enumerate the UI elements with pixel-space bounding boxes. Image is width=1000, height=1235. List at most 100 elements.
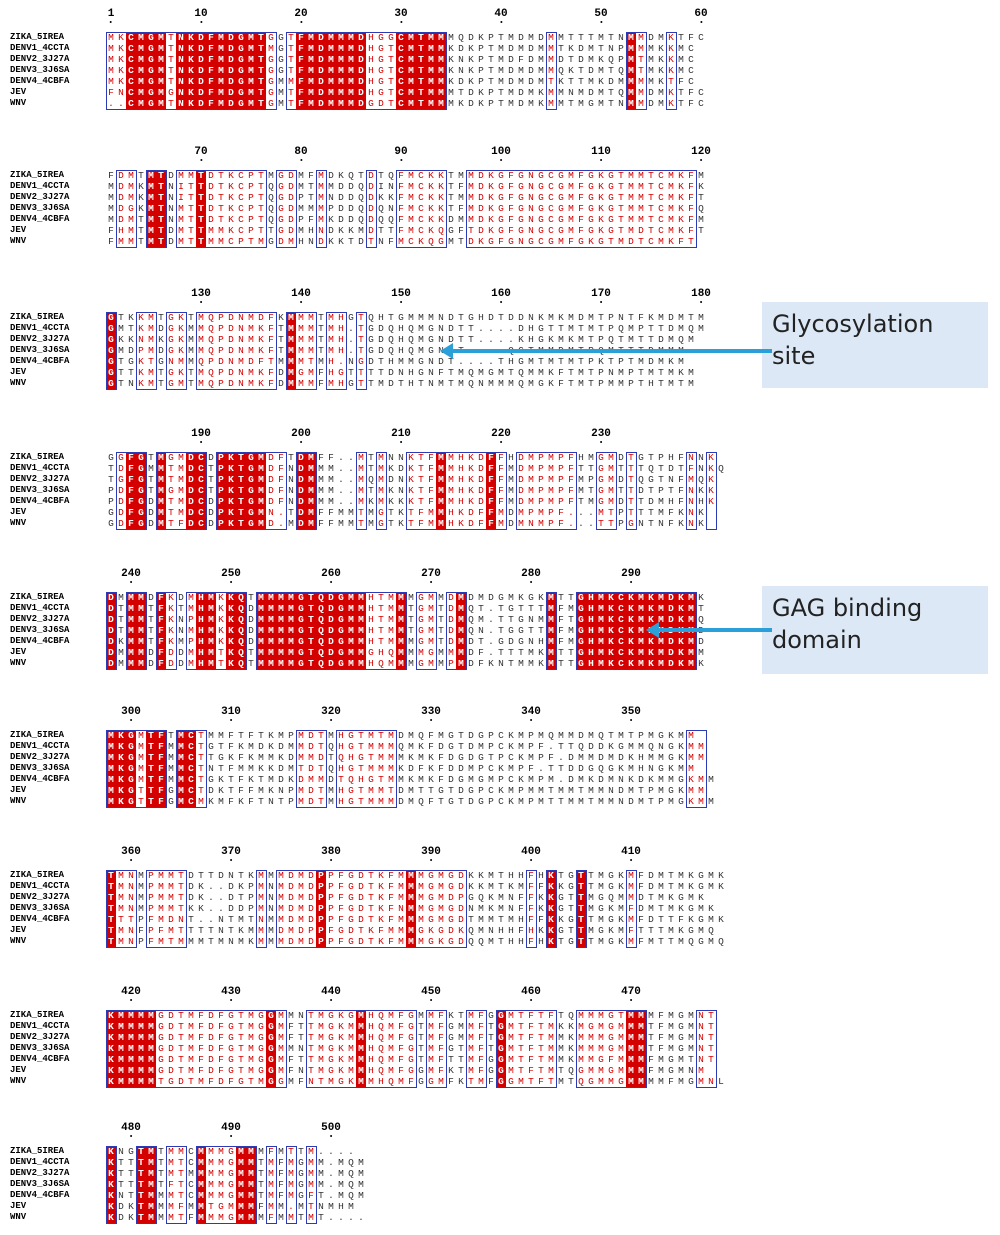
residue-cell: M — [518, 881, 524, 892]
residue-cell: H — [538, 936, 544, 947]
residue-cell: M — [638, 181, 644, 192]
residue-cell: M — [338, 1157, 344, 1168]
residue-cell: G — [608, 881, 614, 892]
residue-cell: F — [238, 774, 244, 785]
residue-cell: G — [608, 192, 614, 203]
residue-cell: F — [558, 614, 564, 625]
residue-cell: M — [106, 763, 116, 774]
residue-cell: Q — [418, 796, 424, 807]
residue-cell: T — [648, 452, 654, 463]
residue-cell: M — [286, 378, 296, 389]
residue-cell: K — [106, 1054, 116, 1065]
residue-cell: M — [358, 485, 364, 496]
residue-cell: D — [298, 774, 304, 785]
residue-cell: K — [226, 496, 236, 507]
sequence-row: DENV1_4CCTA G M T K M D G K M M Q P D N M K F T M M M T M H. T G D Q… — [10, 323, 990, 334]
residue-cell: M — [436, 54, 446, 65]
residue-cell: M — [308, 1168, 314, 1179]
residue-cell: T — [448, 785, 454, 796]
residue-cell: M — [688, 741, 694, 752]
residue-cell: F — [296, 54, 306, 65]
residue-cell: G — [368, 323, 374, 334]
residue-cell: P — [528, 507, 534, 518]
residue-cell: T — [128, 1190, 134, 1201]
residue-cell: T — [288, 87, 294, 98]
residue-cell: K — [226, 485, 236, 496]
residue-cell: T — [118, 603, 124, 614]
residue-cell: M — [588, 1043, 594, 1054]
residue-cell: G — [246, 485, 256, 496]
residue-cell: T — [106, 903, 116, 914]
residue-cell: P — [618, 54, 624, 65]
residue-cell: M — [468, 763, 474, 774]
residue-cell: K — [698, 181, 704, 192]
residue-cell: M — [156, 485, 166, 496]
residue-cell: T — [146, 774, 156, 785]
sequence-row: JEV G T T K M T G K T M Q P D N M K F D M G M F H G T T T T D N H G N F T M Q… — [10, 367, 990, 378]
residue-cell: M — [608, 463, 614, 474]
residue-cell: T — [218, 214, 224, 225]
residue-cell: F — [156, 603, 166, 614]
residue-cell: M — [328, 785, 334, 796]
residue-cell: C — [616, 647, 626, 658]
residue-cell: T — [308, 1054, 314, 1065]
residue-cell: P — [316, 925, 326, 936]
residue-cell: G — [158, 356, 164, 367]
residue-cell: K — [228, 203, 234, 214]
residue-cell: D — [308, 796, 314, 807]
residue-cell: K — [178, 323, 184, 334]
residue-cell: G — [136, 485, 146, 496]
residue-cell: K — [378, 881, 384, 892]
residue-cell: F — [318, 378, 324, 389]
residue-cell: T — [228, 925, 234, 936]
residue-cell: G — [698, 914, 704, 925]
residue-cell: K — [698, 518, 704, 529]
residue-cell: M — [538, 796, 544, 807]
residue-cell: T — [468, 1076, 474, 1087]
residue-cell: G — [588, 192, 594, 203]
residue-cell: K — [658, 76, 664, 87]
residue-cell: M — [558, 1032, 564, 1043]
residue-cell: M — [388, 925, 394, 936]
residue-cell: M — [268, 43, 274, 54]
residue-cell: G — [228, 1054, 234, 1065]
residue-cell: C — [498, 730, 504, 741]
residue-cell: Q — [358, 203, 364, 214]
residue-cell: M — [188, 658, 194, 669]
sequence-row: DENV3_3J6SA K M M M M G D T M F D F G T M G G M M N T M G K M M H Q M… — [10, 1043, 990, 1054]
residue-cell: M — [266, 603, 276, 614]
residue-cell: M — [678, 881, 684, 892]
residue-cell: M — [268, 914, 274, 925]
residue-cell: M — [146, 181, 156, 192]
residue-cell: M — [588, 1010, 594, 1021]
residue-cell: M — [668, 225, 674, 236]
residue-cell: D — [106, 647, 116, 658]
residue-cell: T — [188, 914, 194, 925]
residue-cell: K — [128, 1201, 134, 1212]
residue-cell: M — [528, 785, 534, 796]
residue-cell: M — [618, 903, 624, 914]
residue-cell: K — [428, 763, 434, 774]
residue-cell: M — [398, 870, 404, 881]
residue-cell: Q — [368, 474, 374, 485]
residue-cell: M — [438, 914, 444, 925]
residue-cell: P — [138, 914, 144, 925]
position-tick-label: 370 — [221, 846, 241, 861]
residue-cell: T — [368, 936, 374, 947]
residue-cell: G — [588, 225, 594, 236]
residue-cell: M — [246, 43, 256, 54]
residue-cell: F — [156, 785, 166, 796]
residue-cell: P — [558, 463, 564, 474]
residue-cell: F — [126, 463, 136, 474]
residue-cell: M — [116, 1065, 126, 1076]
residue-cell: K — [168, 603, 174, 614]
residue-cell: . — [328, 1179, 334, 1190]
residue-cell: M — [448, 485, 454, 496]
residue-cell: M — [528, 496, 534, 507]
residue-cell: T — [518, 1043, 524, 1054]
position-tick-label: 150 — [391, 288, 411, 303]
residue-cell: G — [508, 625, 514, 636]
residue-cell: M — [678, 1054, 684, 1065]
residue-cell: T — [156, 236, 166, 247]
residue-cell: M — [136, 592, 146, 603]
